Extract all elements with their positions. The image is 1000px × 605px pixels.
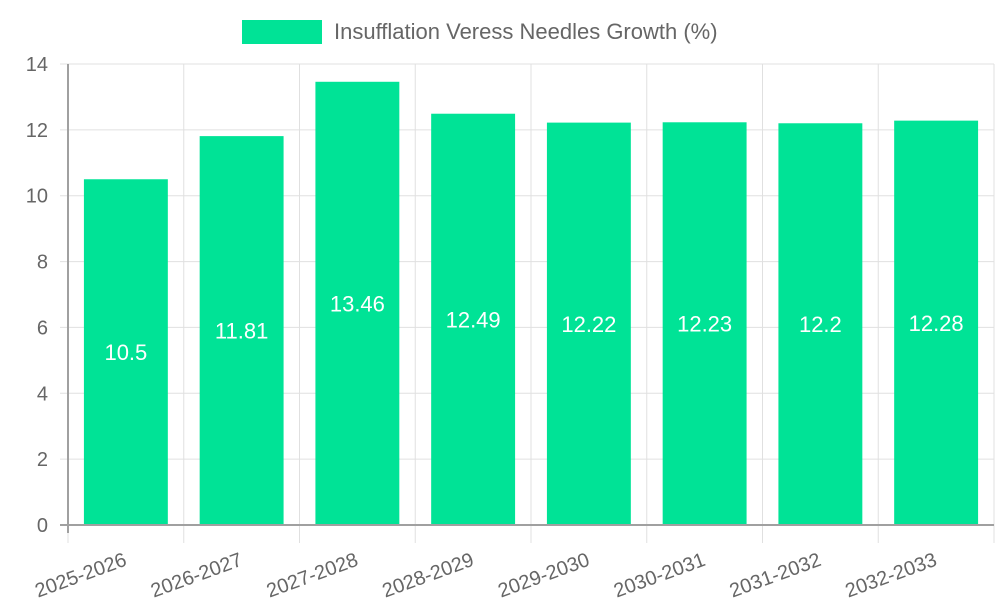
x-tick-label: 2031-2032 bbox=[727, 549, 824, 600]
y-tick-label: 10 bbox=[26, 186, 48, 208]
y-tick-label: 12 bbox=[26, 120, 48, 142]
bar-value-label: 10.5 bbox=[104, 340, 147, 365]
y-tick-label: 14 bbox=[26, 54, 48, 76]
bar-value-label: 13.46 bbox=[330, 291, 385, 316]
bar-value-label: 12.49 bbox=[446, 307, 501, 332]
bar bbox=[546, 122, 631, 525]
bar-value-label: 12.23 bbox=[677, 312, 732, 337]
legend-swatch bbox=[242, 20, 322, 44]
legend-label: Insufflation Veress Needles Growth (%) bbox=[334, 19, 718, 44]
bar bbox=[315, 81, 400, 525]
bar bbox=[662, 122, 747, 525]
x-tick-label: 2032-2033 bbox=[842, 549, 939, 600]
y-tick-label: 6 bbox=[37, 317, 48, 339]
bar-value-label: 12.2 bbox=[799, 312, 842, 337]
bar bbox=[83, 179, 168, 525]
bar bbox=[778, 123, 863, 526]
x-tick-label: 2027-2028 bbox=[264, 549, 361, 600]
x-tick-label: 2029-2030 bbox=[495, 549, 592, 600]
x-tick-label: 2028-2029 bbox=[379, 549, 476, 600]
bar-value-label: 11.81 bbox=[215, 319, 268, 344]
y-tick-label: 2 bbox=[37, 449, 48, 471]
y-tick-label: 4 bbox=[37, 383, 48, 405]
bar-value-label: 12.22 bbox=[561, 312, 616, 337]
x-tick-label: 2030-2031 bbox=[611, 549, 708, 600]
bar-value-label: 12.28 bbox=[909, 311, 964, 336]
y-tick-label: 0 bbox=[37, 515, 48, 537]
x-tick-label: 2026-2027 bbox=[148, 549, 245, 600]
x-tick-label: 2025-2026 bbox=[32, 549, 129, 600]
bar bbox=[199, 136, 284, 525]
bar bbox=[431, 113, 516, 526]
bar bbox=[894, 120, 979, 525]
y-tick-label: 8 bbox=[37, 252, 48, 274]
